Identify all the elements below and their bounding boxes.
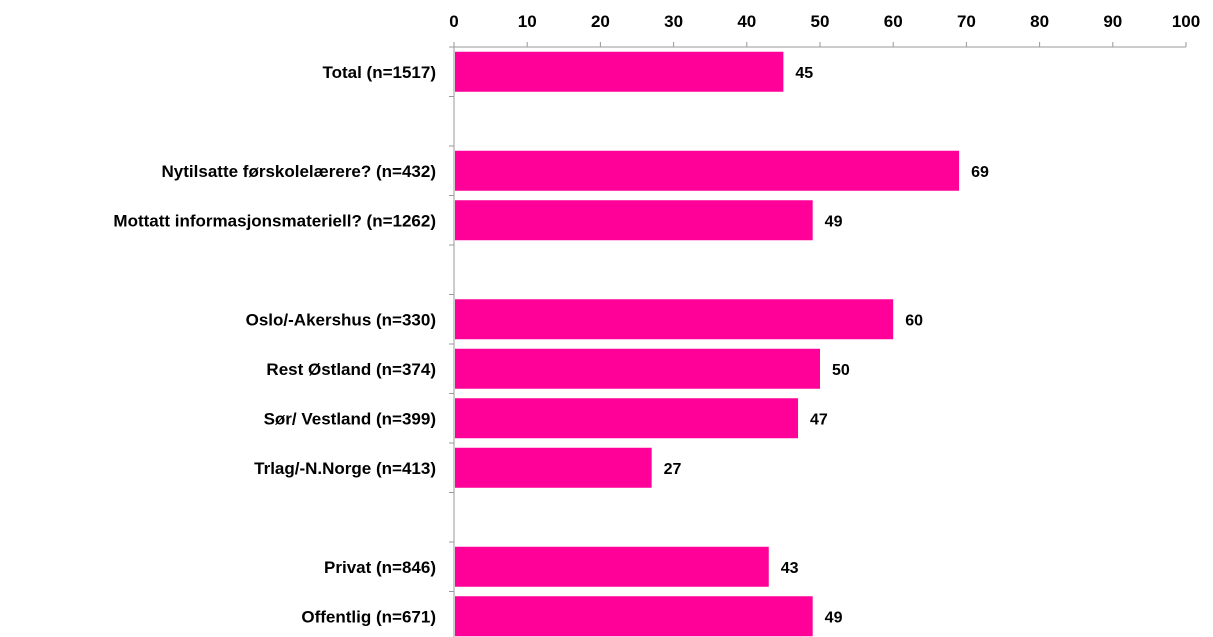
chart-bars — [455, 51, 960, 637]
category-label: Oslo/-Akershus (n=330) — [246, 310, 436, 329]
category-label: Mottatt informasjonsmateriell? (n=1262) — [113, 211, 436, 230]
bar — [455, 546, 769, 587]
category-label: Trlag/-N.Norge (n=413) — [254, 459, 436, 478]
x-tick-label: 40 — [737, 12, 756, 31]
category-label: Offentlig (n=671) — [301, 607, 436, 626]
x-tick-label: 60 — [884, 12, 903, 31]
value-label: 43 — [781, 560, 799, 577]
x-tick-label: 90 — [1103, 12, 1122, 31]
x-tick-label: 10 — [518, 12, 537, 31]
bar — [455, 447, 652, 488]
bar — [455, 51, 784, 92]
chart-axes: 0 10 20 30 40 50 60 70 80 90 100 — [449, 12, 1200, 637]
category-label: Rest Østland (n=374) — [266, 360, 436, 379]
bar — [455, 150, 960, 191]
bar — [455, 596, 813, 637]
value-label: 50 — [832, 362, 850, 379]
x-tick-label: 80 — [1030, 12, 1049, 31]
value-label: 49 — [825, 609, 843, 626]
value-label: 69 — [971, 164, 989, 181]
x-tick-label: 50 — [811, 12, 830, 31]
value-label: 49 — [825, 213, 843, 230]
x-tick-label: 100 — [1172, 12, 1200, 31]
value-label: 47 — [810, 411, 828, 428]
category-label: Nytilsatte førskolelærere? (n=432) — [162, 162, 436, 181]
x-tick-label: 20 — [591, 12, 610, 31]
bar — [455, 299, 894, 340]
bar — [455, 398, 799, 439]
bar — [455, 348, 820, 389]
category-label: Privat (n=846) — [324, 558, 436, 577]
chart-labels: Total (n=1517) 45 Nytilsatte førskolelærer… — [113, 63, 989, 627]
x-tick-label: 0 — [449, 12, 458, 31]
category-label: Total (n=1517) — [322, 63, 436, 82]
value-label: 27 — [664, 461, 682, 478]
x-tick-label: 30 — [664, 12, 683, 31]
category-label: Sør/ Vestland (n=399) — [264, 409, 436, 428]
bar — [455, 200, 813, 241]
value-label: 45 — [795, 65, 813, 82]
value-label: 60 — [905, 312, 923, 329]
x-tick-label: 70 — [957, 12, 976, 31]
